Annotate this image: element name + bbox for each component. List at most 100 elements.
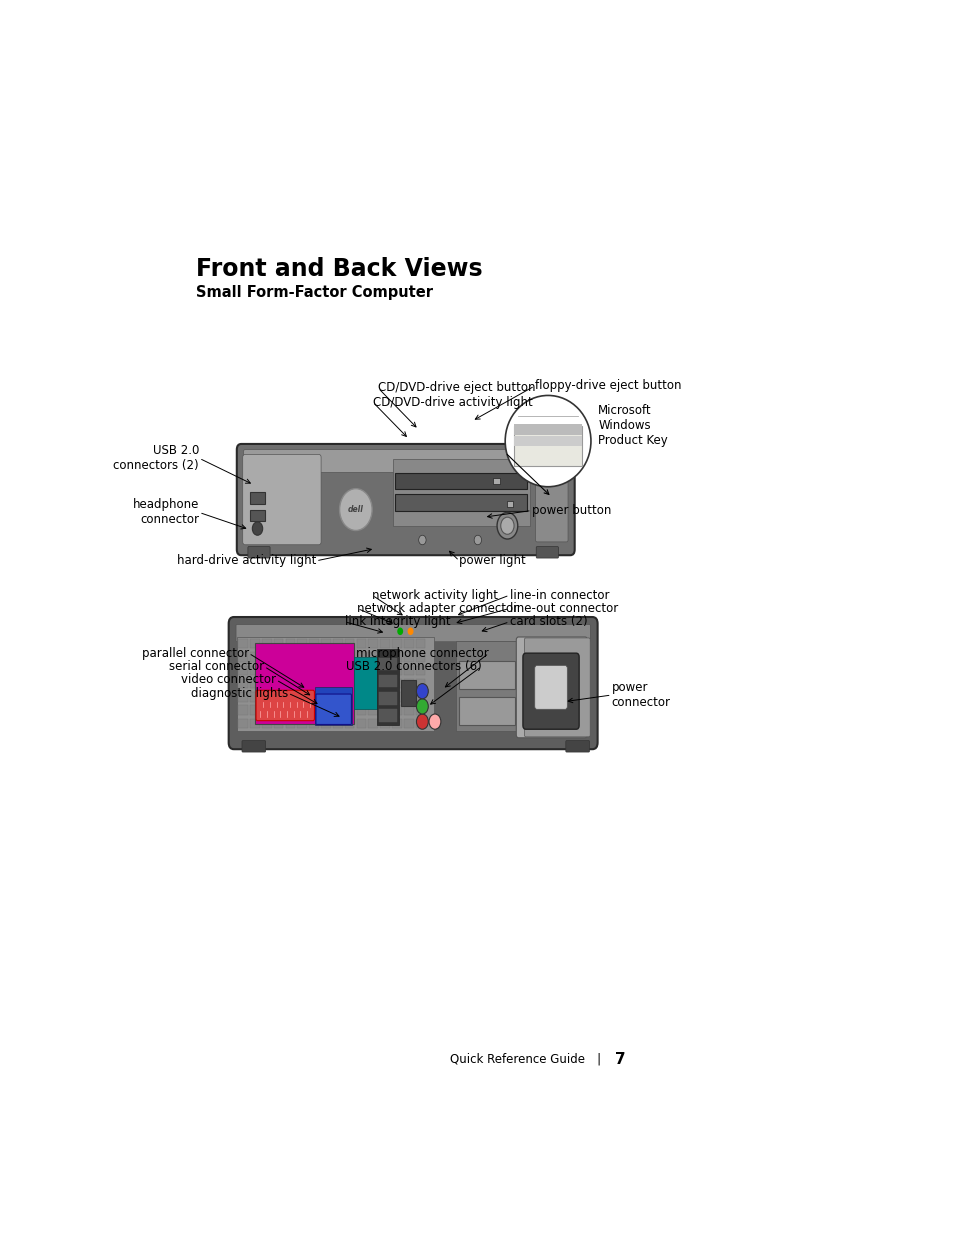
FancyBboxPatch shape bbox=[459, 697, 515, 725]
Circle shape bbox=[252, 522, 262, 535]
FancyBboxPatch shape bbox=[333, 652, 342, 662]
FancyBboxPatch shape bbox=[416, 705, 425, 715]
FancyBboxPatch shape bbox=[235, 625, 590, 642]
FancyBboxPatch shape bbox=[321, 638, 331, 648]
FancyBboxPatch shape bbox=[242, 741, 265, 752]
Text: dell: dell bbox=[348, 505, 363, 514]
FancyBboxPatch shape bbox=[356, 705, 366, 715]
FancyBboxPatch shape bbox=[333, 692, 342, 701]
FancyBboxPatch shape bbox=[285, 705, 294, 715]
Circle shape bbox=[416, 684, 428, 699]
FancyBboxPatch shape bbox=[356, 692, 366, 701]
FancyBboxPatch shape bbox=[297, 652, 307, 662]
Circle shape bbox=[339, 489, 372, 531]
FancyBboxPatch shape bbox=[248, 547, 270, 558]
Text: network activity light: network activity light bbox=[372, 589, 497, 601]
FancyBboxPatch shape bbox=[297, 679, 307, 688]
Circle shape bbox=[474, 535, 481, 545]
FancyBboxPatch shape bbox=[262, 705, 272, 715]
FancyBboxPatch shape bbox=[522, 653, 578, 729]
Text: video connector: video connector bbox=[181, 673, 275, 687]
FancyBboxPatch shape bbox=[403, 666, 413, 676]
Text: 7: 7 bbox=[614, 1052, 624, 1067]
FancyBboxPatch shape bbox=[333, 705, 342, 715]
FancyBboxPatch shape bbox=[309, 652, 318, 662]
Circle shape bbox=[416, 699, 428, 714]
FancyBboxPatch shape bbox=[344, 666, 354, 676]
FancyBboxPatch shape bbox=[321, 705, 331, 715]
Text: USB 2.0
connectors (2): USB 2.0 connectors (2) bbox=[113, 445, 199, 472]
FancyBboxPatch shape bbox=[403, 705, 413, 715]
FancyBboxPatch shape bbox=[524, 638, 590, 737]
FancyBboxPatch shape bbox=[368, 638, 377, 648]
Text: |: | bbox=[596, 1052, 599, 1066]
Text: parallel connector: parallel connector bbox=[141, 647, 249, 659]
FancyBboxPatch shape bbox=[395, 494, 526, 511]
FancyBboxPatch shape bbox=[356, 638, 366, 648]
Text: card slots (2): card slots (2) bbox=[509, 615, 587, 629]
Text: CD/DVD-drive activity light: CD/DVD-drive activity light bbox=[373, 395, 532, 409]
FancyBboxPatch shape bbox=[380, 638, 390, 648]
FancyBboxPatch shape bbox=[378, 692, 396, 704]
FancyBboxPatch shape bbox=[344, 692, 354, 701]
FancyBboxPatch shape bbox=[238, 705, 248, 715]
FancyBboxPatch shape bbox=[309, 719, 318, 729]
FancyBboxPatch shape bbox=[309, 692, 318, 701]
FancyBboxPatch shape bbox=[254, 642, 354, 724]
FancyBboxPatch shape bbox=[262, 652, 272, 662]
FancyBboxPatch shape bbox=[250, 510, 265, 521]
FancyBboxPatch shape bbox=[285, 652, 294, 662]
FancyBboxPatch shape bbox=[368, 666, 377, 676]
FancyBboxPatch shape bbox=[238, 692, 248, 701]
FancyBboxPatch shape bbox=[297, 692, 307, 701]
Circle shape bbox=[418, 535, 426, 545]
FancyBboxPatch shape bbox=[416, 679, 425, 688]
FancyBboxPatch shape bbox=[262, 638, 272, 648]
FancyBboxPatch shape bbox=[392, 719, 401, 729]
FancyBboxPatch shape bbox=[403, 652, 413, 662]
FancyBboxPatch shape bbox=[242, 454, 321, 545]
FancyBboxPatch shape bbox=[236, 637, 434, 731]
Circle shape bbox=[429, 714, 440, 729]
Text: power light: power light bbox=[459, 555, 525, 567]
FancyBboxPatch shape bbox=[380, 692, 390, 701]
Text: CD/DVD-drive eject button: CD/DVD-drive eject button bbox=[377, 382, 535, 394]
FancyBboxPatch shape bbox=[274, 705, 283, 715]
FancyBboxPatch shape bbox=[321, 666, 331, 676]
Text: network adapter connector: network adapter connector bbox=[357, 601, 517, 615]
FancyBboxPatch shape bbox=[309, 666, 318, 676]
Text: headphone
connector: headphone connector bbox=[132, 499, 199, 526]
FancyBboxPatch shape bbox=[403, 679, 413, 688]
FancyBboxPatch shape bbox=[250, 692, 259, 701]
FancyBboxPatch shape bbox=[344, 705, 354, 715]
FancyBboxPatch shape bbox=[238, 679, 248, 688]
FancyBboxPatch shape bbox=[380, 719, 390, 729]
FancyBboxPatch shape bbox=[238, 652, 248, 662]
FancyBboxPatch shape bbox=[380, 705, 390, 715]
FancyBboxPatch shape bbox=[255, 690, 314, 721]
FancyBboxPatch shape bbox=[274, 652, 283, 662]
FancyBboxPatch shape bbox=[393, 459, 529, 526]
FancyBboxPatch shape bbox=[392, 679, 401, 688]
FancyBboxPatch shape bbox=[344, 652, 354, 662]
FancyBboxPatch shape bbox=[274, 692, 283, 701]
FancyBboxPatch shape bbox=[392, 638, 401, 648]
FancyBboxPatch shape bbox=[492, 478, 499, 484]
FancyBboxPatch shape bbox=[344, 719, 354, 729]
FancyBboxPatch shape bbox=[250, 705, 259, 715]
FancyBboxPatch shape bbox=[378, 709, 396, 721]
Text: Small Form-Factor Computer: Small Form-Factor Computer bbox=[196, 285, 433, 300]
FancyBboxPatch shape bbox=[333, 719, 342, 729]
FancyBboxPatch shape bbox=[314, 688, 352, 725]
FancyBboxPatch shape bbox=[400, 679, 416, 706]
FancyBboxPatch shape bbox=[238, 666, 248, 676]
Text: line-in connector: line-in connector bbox=[509, 589, 608, 601]
FancyBboxPatch shape bbox=[507, 501, 513, 506]
FancyBboxPatch shape bbox=[297, 638, 307, 648]
FancyBboxPatch shape bbox=[274, 638, 283, 648]
Circle shape bbox=[497, 513, 517, 538]
FancyBboxPatch shape bbox=[344, 679, 354, 688]
Text: Quick Reference Guide: Quick Reference Guide bbox=[450, 1052, 584, 1066]
FancyBboxPatch shape bbox=[392, 652, 401, 662]
FancyBboxPatch shape bbox=[416, 666, 425, 676]
